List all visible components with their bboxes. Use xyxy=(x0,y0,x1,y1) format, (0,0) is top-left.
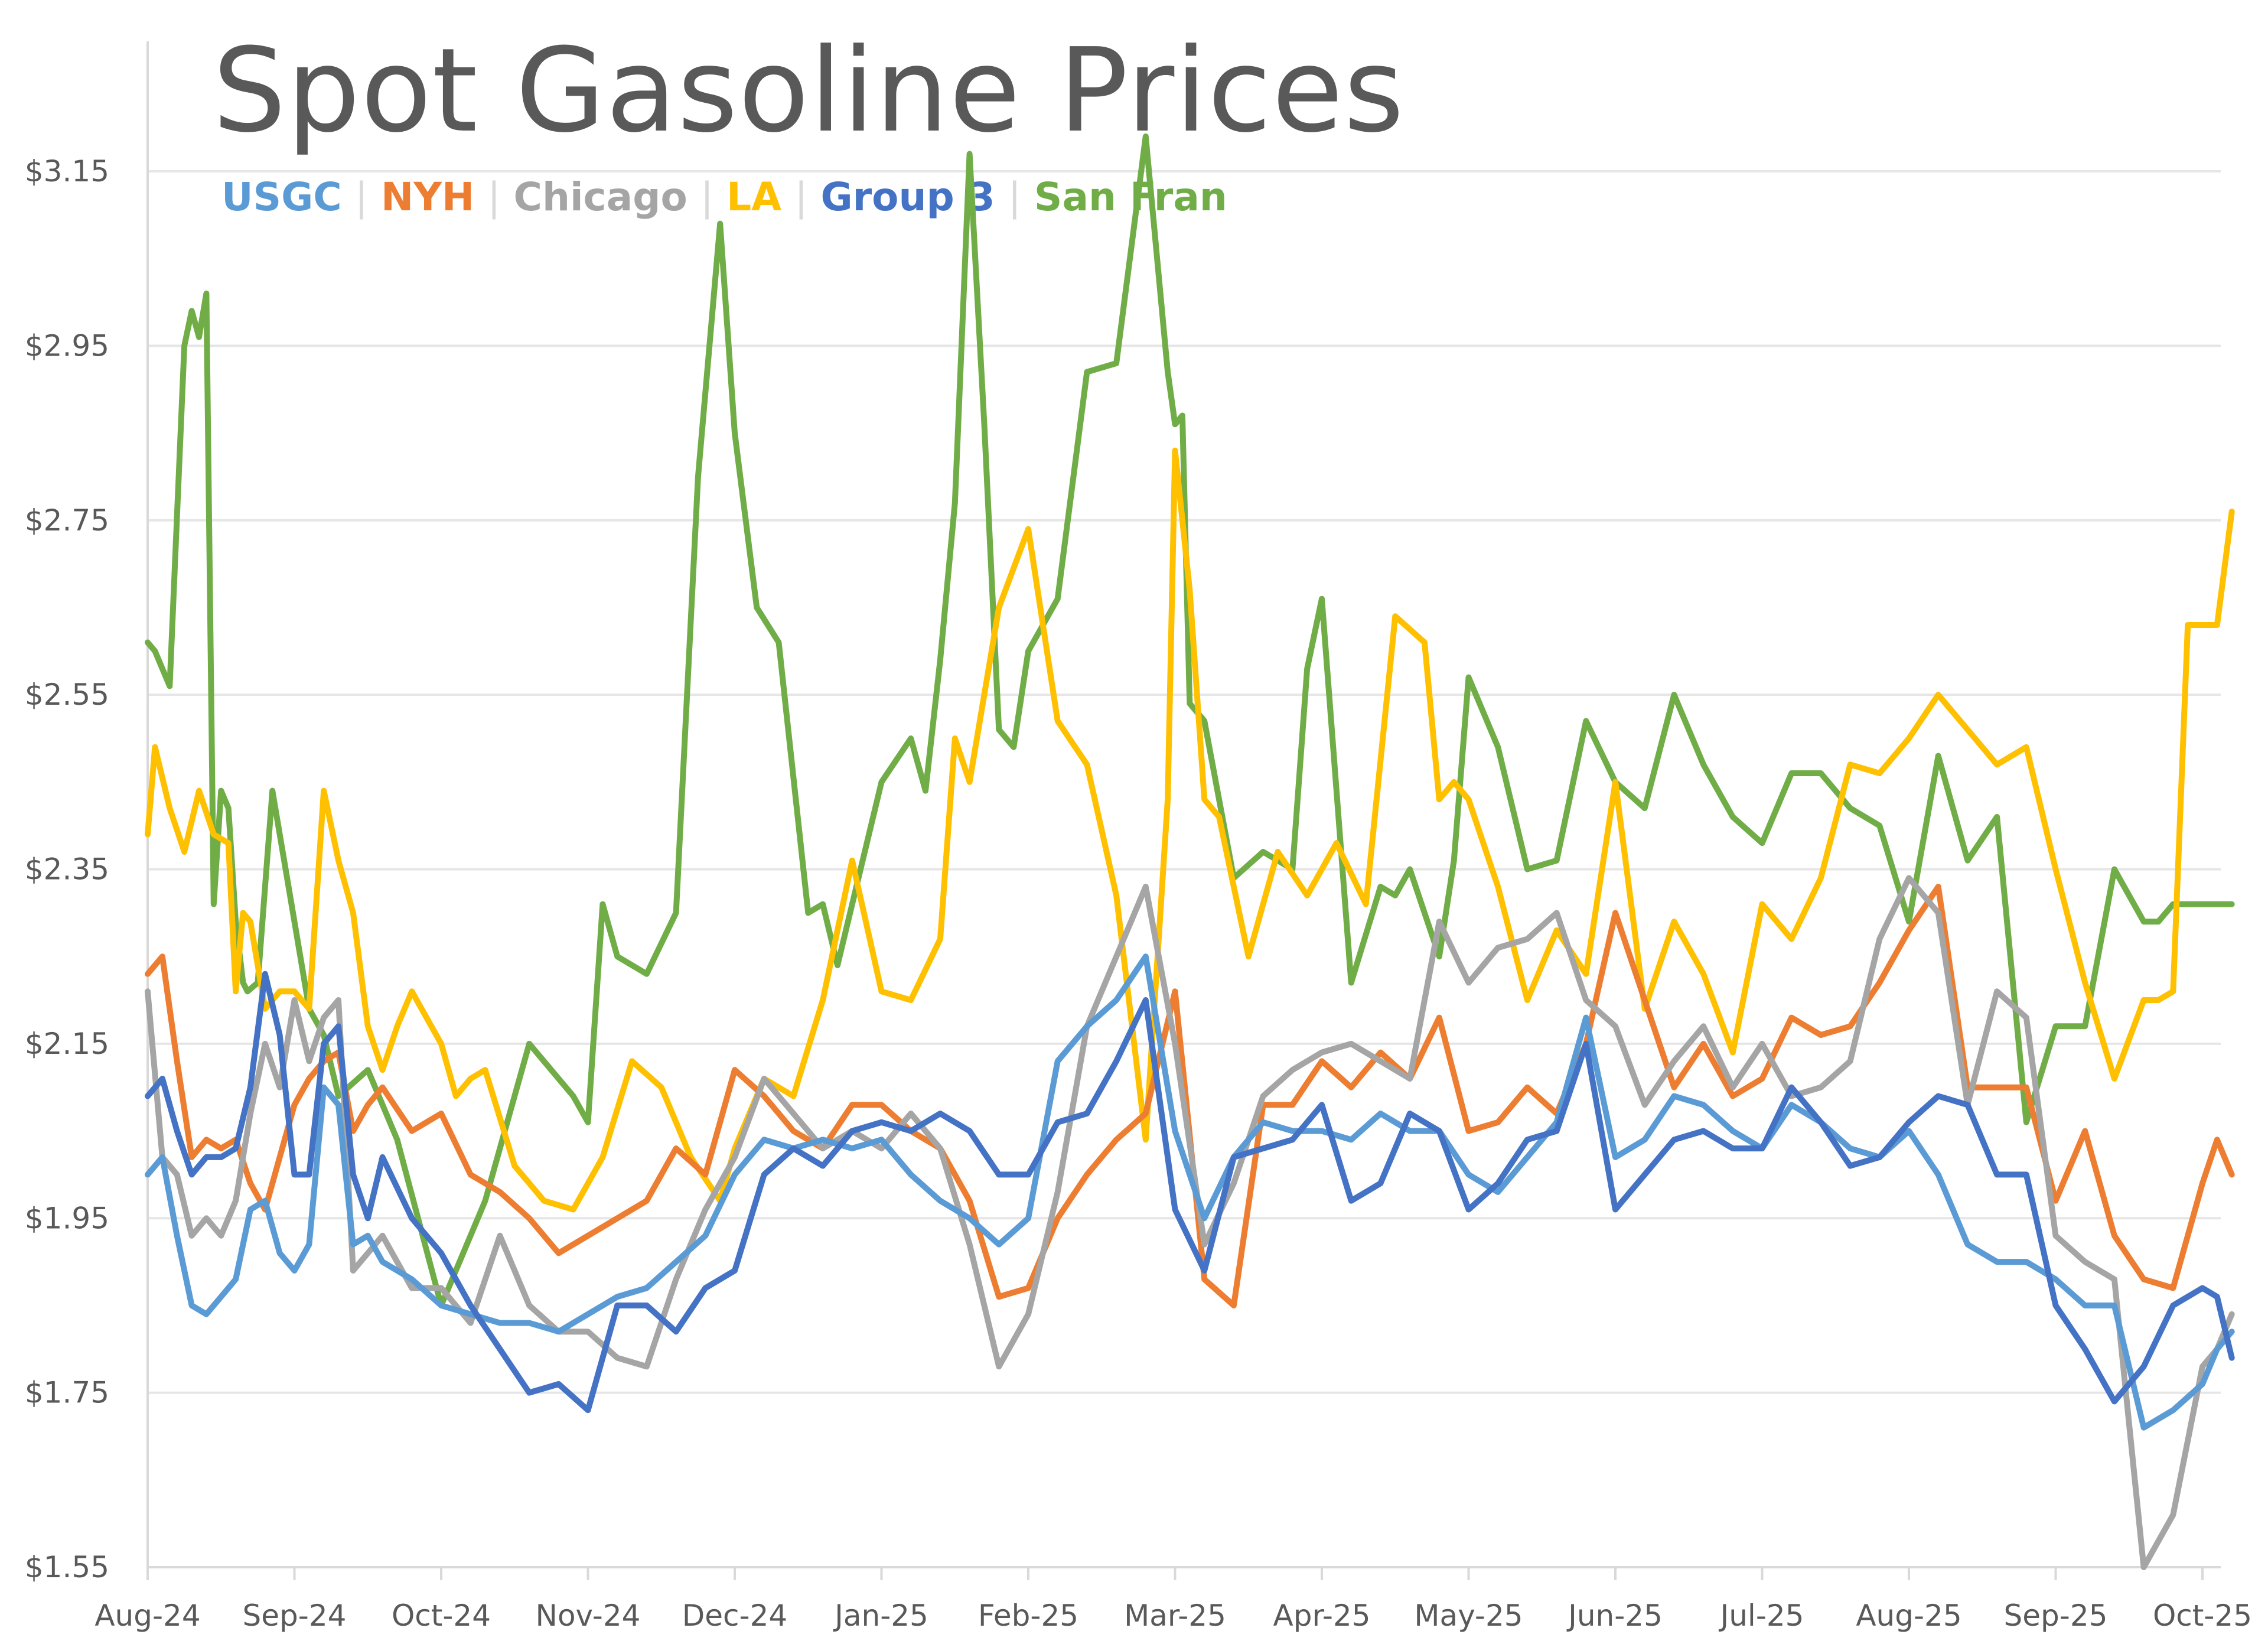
x-tick-label: Oct-25 xyxy=(2153,1599,2252,1633)
y-tick-label: $2.55 xyxy=(25,678,109,712)
legend-item-chicago: Chicago xyxy=(513,174,687,220)
y-tick-label: $3.15 xyxy=(25,154,109,188)
x-tick-label: Feb-25 xyxy=(978,1599,1078,1633)
y-tick-label: $1.55 xyxy=(25,1550,109,1584)
series-line-usgc xyxy=(145,953,2235,1431)
chart-title: Spot Gasoline Prices xyxy=(213,24,1405,158)
x-tick-label: Aug-24 xyxy=(94,1599,200,1633)
x-tick-label: May-25 xyxy=(1414,1599,1523,1633)
y-tick-label: $1.95 xyxy=(25,1201,109,1235)
x-tick-label: Jan-25 xyxy=(833,1599,928,1633)
y-tick-label: $2.95 xyxy=(25,328,109,363)
legend-item-la: LA xyxy=(726,174,782,220)
x-tick-label: Dec-24 xyxy=(682,1599,787,1633)
legend-item-usgc: USGC xyxy=(221,174,342,220)
series-line-group-3 xyxy=(145,971,2235,1414)
legend-item-nyh: NYH xyxy=(381,174,475,220)
x-tick-label: Nov-24 xyxy=(536,1599,641,1633)
x-tick-label: Sep-24 xyxy=(243,1599,347,1633)
x-tick-label: Aug-25 xyxy=(1856,1599,1961,1633)
legend-item-sanfran: San Fran xyxy=(1034,174,1227,220)
series-line-chicago xyxy=(145,875,2235,1570)
y-tick-label: $1.75 xyxy=(25,1376,109,1410)
x-tick-label: Apr-25 xyxy=(1273,1599,1371,1633)
y-tick-label: $2.15 xyxy=(25,1027,109,1061)
y-tick-label: $2.75 xyxy=(25,503,109,538)
y-tick-label: $2.35 xyxy=(25,852,109,887)
x-tick-label: Jun-25 xyxy=(1566,1599,1663,1633)
x-tick-label: Sep-25 xyxy=(2004,1599,2108,1633)
series-line-la xyxy=(145,447,2235,1213)
x-tick-label: Oct-24 xyxy=(392,1599,491,1633)
x-tick-label: Jul-25 xyxy=(1719,1599,1804,1633)
x-tick-label: Mar-25 xyxy=(1124,1599,1226,1633)
